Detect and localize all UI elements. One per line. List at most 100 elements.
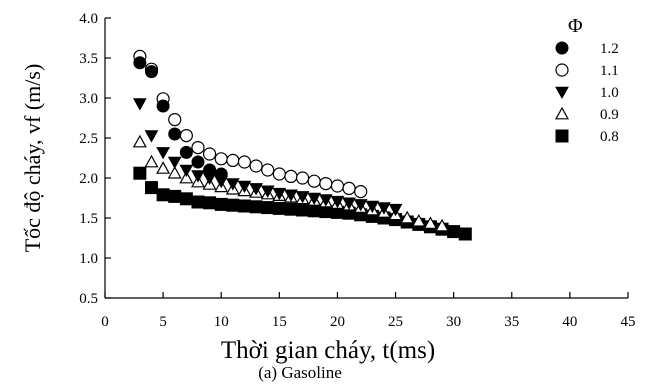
data-point <box>307 204 321 218</box>
data-point <box>249 183 263 196</box>
x-tick-label: 5 <box>159 314 167 330</box>
x-tick-label: 0 <box>101 314 109 330</box>
data-point <box>435 218 450 232</box>
data-point <box>156 99 170 113</box>
data-point <box>167 156 182 170</box>
data-point <box>214 167 228 181</box>
x-tick-label: 15 <box>272 314 287 330</box>
data-point <box>144 181 158 195</box>
y-tick-label: 3.5 <box>79 51 98 67</box>
data-point <box>156 188 170 202</box>
data-point <box>179 192 193 206</box>
legend-label: 0.8 <box>600 129 619 145</box>
data-point <box>144 130 159 143</box>
legend-label: 1.0 <box>600 85 619 101</box>
data-point <box>156 147 170 160</box>
data-point <box>203 163 217 177</box>
data-point <box>423 216 438 229</box>
data-point <box>330 179 345 193</box>
y-tick-label: 1.5 <box>79 211 98 227</box>
chart-caption: (a) Gasoline <box>258 363 342 382</box>
data-point <box>156 161 171 174</box>
data-point <box>203 196 217 210</box>
x-tick-label: 20 <box>330 314 345 330</box>
data-point <box>377 202 391 215</box>
legend-label: 1.2 <box>600 41 619 57</box>
legend-marker <box>555 41 569 55</box>
data-point <box>447 225 461 239</box>
data-point <box>400 210 415 224</box>
data-point <box>330 195 345 209</box>
data-point <box>179 129 193 143</box>
data-point <box>237 199 251 213</box>
data-point <box>354 185 368 199</box>
data-point <box>272 167 286 181</box>
x-tick-label: 45 <box>621 314 636 330</box>
legend-marker <box>555 63 569 77</box>
x-tick-label: 30 <box>446 314 461 330</box>
data-point <box>261 163 275 177</box>
data-point <box>318 194 333 207</box>
data-point <box>203 147 217 161</box>
legend-marker <box>554 106 570 120</box>
data-point <box>168 127 182 141</box>
data-point <box>319 177 333 191</box>
data-point <box>249 200 263 214</box>
data-point <box>284 169 298 183</box>
legend: Φ 1.2 1.1 1.0 0.9 0.8 <box>554 15 619 145</box>
data-point <box>191 170 205 183</box>
data-point <box>214 197 228 211</box>
legend-marker <box>555 129 569 143</box>
data-point <box>295 171 310 185</box>
y-axis-ticks: 0.5 1.0 1.5 2.0 2.5 3.0 3.5 4.0 <box>79 11 111 307</box>
data-point <box>132 134 147 148</box>
data-point <box>144 65 158 79</box>
x-tick-label: 40 <box>562 314 577 330</box>
y-tick-label: 2.5 <box>79 131 98 147</box>
data-point <box>167 165 182 179</box>
data-point <box>411 213 426 227</box>
x-tick-label: 35 <box>504 314 519 330</box>
legend-label: 1.1 <box>600 63 619 79</box>
data-point <box>296 203 310 217</box>
y-axis-label: Tốc độ cháy, vf (m/s) <box>20 64 45 253</box>
data-point <box>133 166 147 180</box>
data-point <box>191 155 205 169</box>
data-point <box>284 202 298 216</box>
data-point <box>388 203 403 217</box>
data-point <box>179 164 194 178</box>
x-tick-label: 25 <box>388 314 403 330</box>
legend-marker <box>555 86 569 100</box>
y-tick-label: 1.0 <box>79 251 98 267</box>
x-axis-label: Thời gian cháy, t(ms) <box>221 337 435 364</box>
data-point <box>133 98 147 111</box>
data-point <box>237 180 252 194</box>
data-point <box>342 197 356 210</box>
data-point <box>179 145 193 159</box>
data-point <box>225 178 240 191</box>
data-point <box>249 159 263 173</box>
data-point <box>458 227 472 241</box>
axes <box>104 18 628 299</box>
data-point <box>168 189 182 203</box>
data-point <box>237 155 252 169</box>
data-point <box>353 199 368 212</box>
data-point <box>226 153 240 167</box>
data-points <box>132 49 472 241</box>
data-point <box>261 201 275 215</box>
data-point <box>144 154 159 168</box>
data-point <box>342 181 356 195</box>
data-point <box>307 174 321 188</box>
data-point <box>272 187 287 201</box>
y-tick-label: 0.5 <box>79 291 98 307</box>
y-tick-label: 4.0 <box>79 11 98 27</box>
data-point <box>272 201 286 215</box>
data-point <box>214 152 228 166</box>
data-point <box>179 170 194 184</box>
data-point <box>260 185 275 198</box>
data-point <box>168 112 182 127</box>
y-tick-label: 3.0 <box>79 91 98 107</box>
data-point <box>191 141 205 155</box>
data-point <box>191 195 205 209</box>
